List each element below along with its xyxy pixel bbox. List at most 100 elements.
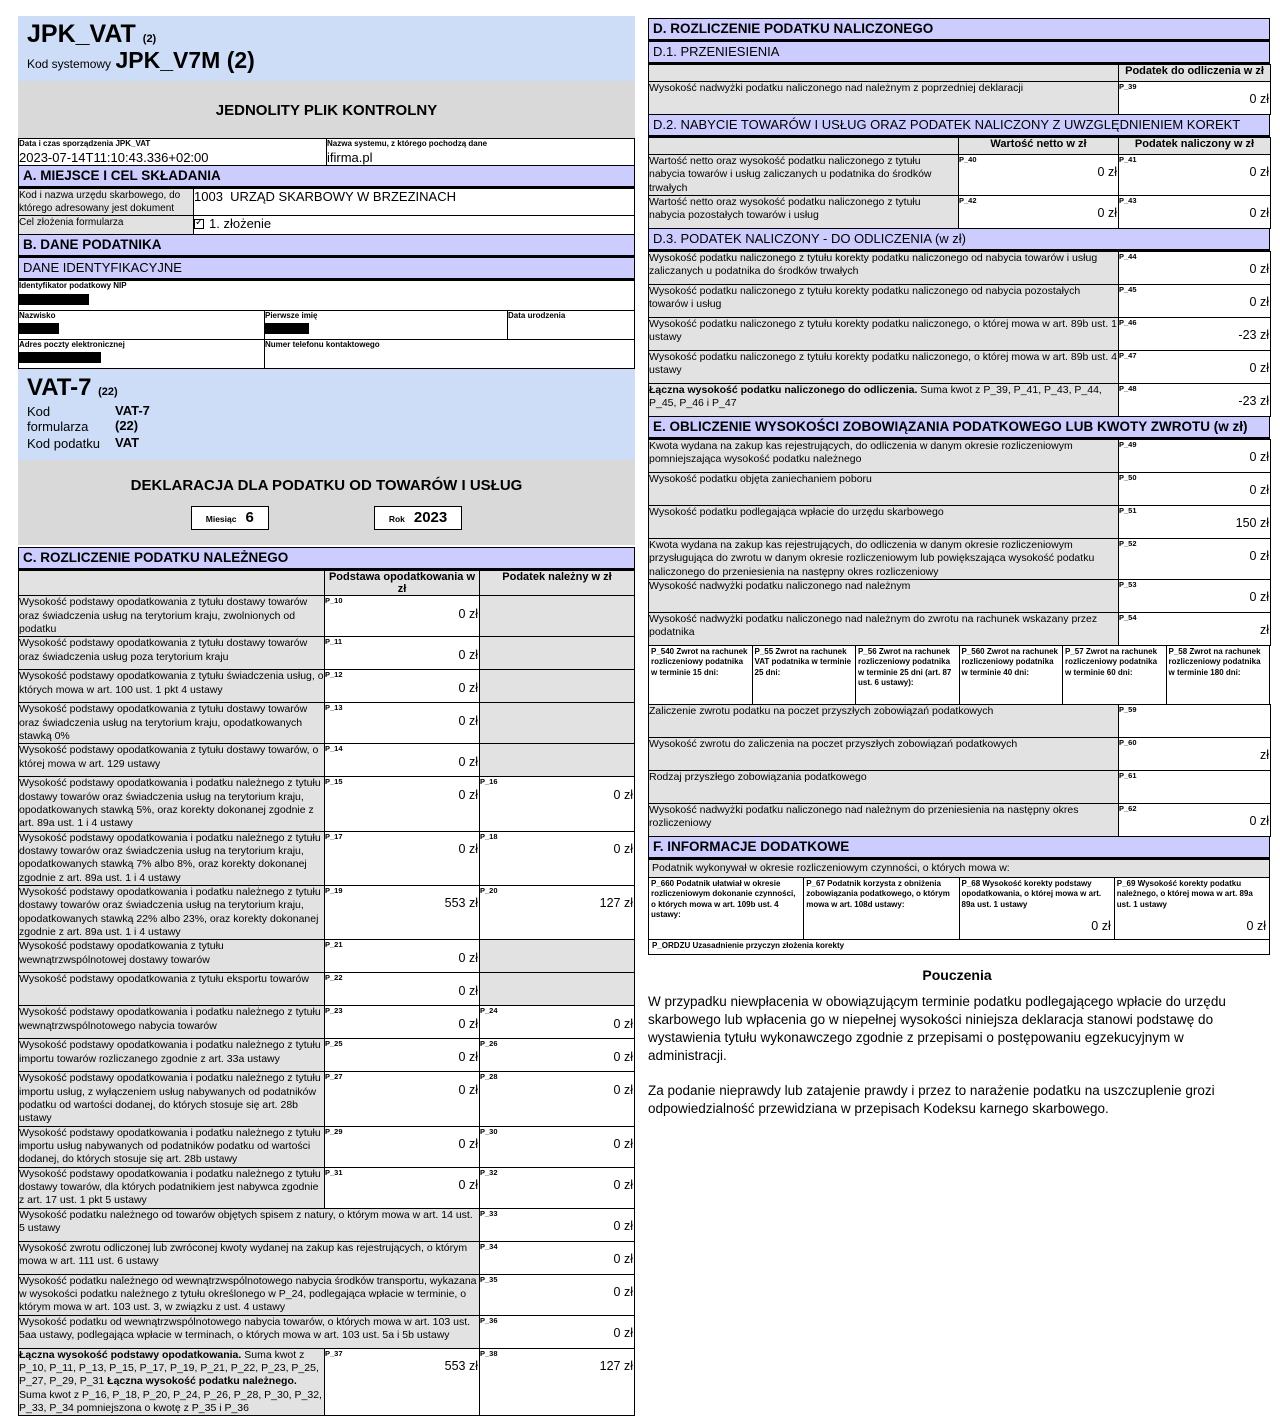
value-cell: P_37 553 zł: [324, 1347, 480, 1416]
value-cell: P_48 -23 zł: [1118, 382, 1271, 417]
vat7-title-text: VAT-7: [27, 374, 92, 402]
field-code: P_40: [959, 155, 977, 164]
value-cell: P_28 0 zł: [479, 1071, 635, 1127]
table-row: Kwota wydana na zakup kas rejestrujących…: [648, 537, 1271, 580]
value-cell: P_44 0 zł: [1118, 250, 1271, 285]
option-cell-content: P_540 Zwrot na rachunek rozliczeniowy po…: [651, 647, 750, 703]
surname-cell: Nazwisko: [18, 309, 265, 341]
jpk-header-block: JPK_VAT (2) Kod systemowy JPK_V7M (2): [18, 16, 635, 82]
field-code: P_16: [480, 777, 498, 787]
section-e-header: E. OBLICZENIE WYSOKOŚCI ZOBOWIĄZANIA POD…: [648, 415, 1270, 440]
field-value: 0 zł: [1091, 919, 1111, 934]
kod-systemowy-line: Kod systemowy JPK_V7M (2): [27, 47, 626, 74]
jpk-title: JPK_VAT (2): [27, 21, 626, 47]
table-row: Wysokość podatku objęta zaniechaniem pob…: [648, 471, 1271, 506]
field-value: 553 zł: [444, 896, 478, 911]
row-label: Wysokość podstawy opodatkowania z tytułu…: [18, 743, 325, 778]
value-cell: P_62 0 zł: [1118, 802, 1271, 837]
field-value: 0 zł: [613, 1177, 633, 1192]
column-header: Wartość netto w zł: [958, 137, 1119, 155]
field-value: 0 zł: [1249, 262, 1269, 277]
option-cell-content: P_56 Zwrot na rachunek rozliczeniowy pod…: [858, 647, 957, 703]
option-cell-content: P_68 Wysokość korekty podstawy opodatkow…: [962, 879, 1112, 935]
table-row: Wysokość podstawy opodatkowania i podatk…: [18, 830, 635, 887]
field-code: P_45: [1119, 284, 1137, 294]
field-value: zł: [1259, 748, 1269, 763]
field-code: P_34: [480, 1241, 498, 1251]
option-cell-content: P_660 Podatnik ułatwiał w okresie rozlic…: [651, 879, 801, 935]
table-row: Wysokość podatku naliczonego z tytułu ko…: [648, 250, 1271, 285]
field-value: 553 zł: [444, 1358, 478, 1373]
office-label: Kod i nazwa urzędu skarbowego, do któreg…: [18, 188, 194, 217]
table-row: Wysokość podatku naliczonego z tytułu ko…: [648, 283, 1271, 318]
field-code: P_12: [325, 670, 343, 680]
value-cell: P_19 553 zł: [324, 884, 480, 941]
table-row: Cel złożenia formularza 1. złożenie: [18, 215, 635, 236]
table-row: Wysokość podstawy opodatkowania z tytułu…: [18, 972, 635, 1007]
column-header-spacer: [648, 64, 1119, 82]
field-code: P_13: [325, 703, 343, 713]
row-label: Wysokość podstawy opodatkowania i podatk…: [18, 1166, 325, 1209]
left-column: JPK_VAT (2) Kod systemowy JPK_V7M (2) JE…: [17, 16, 636, 1416]
table-row: Wysokość podstawy opodatkowania i podatk…: [18, 1166, 635, 1209]
field-value: 0 zł: [458, 1049, 478, 1064]
field-value: 0 zł: [613, 1325, 633, 1340]
section-d-header: D. ROZLICZENIE PODATKU NALICZONEGO: [648, 18, 1270, 42]
value-cell: P_45 0 zł: [1118, 283, 1271, 318]
value-cell: P_31 0 zł: [324, 1166, 480, 1209]
section-d2-header: D.2. NABYCIE TOWARÓW I USŁUG ORAZ PODATE…: [648, 114, 1270, 138]
deklaracja-title: DEKLARACJA DLA PODATKU OD TOWARÓW I USŁU…: [130, 477, 523, 495]
value-cell: P_42 0 zł: [958, 194, 1119, 229]
section-c-table: Podstawa opodatkowania w zł Podatek należ…: [18, 570, 635, 1416]
value-cell: P_50 0 zł: [1118, 471, 1271, 506]
field-code: P_36: [480, 1315, 498, 1325]
table-row: P_660 Podatnik ułatwiał w okresie rozlic…: [647, 876, 1271, 940]
field-code: P_22: [325, 973, 343, 983]
value-cell: P_30 0 zł: [479, 1125, 635, 1168]
field-value: 0 zł: [613, 1137, 633, 1151]
disabled-cell: [479, 972, 635, 1007]
table-row: Wartość netto oraz wysokość podatku nali…: [648, 194, 1271, 229]
row-label: Wysokość podstawy opodatkowania i podatk…: [18, 776, 325, 832]
option-cell: P_55 Zwrot na rachunek VAT podatnika w t…: [751, 644, 856, 705]
field-code: P_31: [325, 1167, 343, 1177]
field-value: [1119, 714, 1270, 715]
field-value: 0 zł: [613, 1251, 633, 1266]
table-row: Wysokość nadwyżki podatku naliczonego na…: [648, 578, 1271, 613]
redacted-value: [19, 352, 101, 364]
column-header: Podatek naliczony w zł: [1118, 137, 1271, 155]
value-cell: P_33 0 zł: [479, 1207, 635, 1242]
system-label: Nazwa systemu, z którego pochodzą dane: [327, 139, 488, 149]
row-label: Wartość netto oraz wysokość podatku nali…: [648, 154, 959, 196]
email-label: Adres poczty elektronicznej: [19, 340, 125, 350]
table-row: Wysokość podatku od wewnątrzwspólnotoweg…: [18, 1314, 635, 1349]
pouczenia-paragraph: W przypadku niewpłacenia w obowiązującym…: [648, 993, 1226, 1063]
table-row: Wysokość podstawy opodatkowania z tytułu…: [18, 636, 635, 671]
field-code: P_10: [325, 596, 343, 606]
disabled-cell: [479, 743, 635, 778]
field-code: P_43: [1119, 195, 1137, 205]
option-cell-content: P_57 Zwrot na rachunek rozliczeniowy pod…: [1065, 647, 1164, 703]
field-code: P_28: [480, 1072, 498, 1082]
date-label: Data i czas sporządzenia JPK_VAT: [19, 139, 151, 149]
option-cell: P_56 Zwrot na rachunek rozliczeniowy pod…: [855, 644, 960, 705]
field-value: 0 zł: [458, 606, 478, 621]
option-cell: P_58 Zwrot na rachunek rozliczeniowy pod…: [1165, 644, 1270, 705]
disabled-cell: [479, 636, 635, 671]
value-cell: P_11 0 zł: [324, 636, 480, 671]
table-row: Nazwisko Pierwsze imię Data urodzenia: [18, 309, 636, 341]
value-cell: P_49 0 zł: [1118, 438, 1271, 473]
section-d3-header: D.3. PODATEK NALICZONY - DO ODLICZENIA (…: [648, 227, 1270, 252]
field-value: [651, 934, 801, 935]
row-label: Wysokość podatku naliczonego z tytułu ko…: [648, 316, 1119, 351]
field-value: 0 zł: [458, 950, 478, 965]
field-code: P_20: [480, 886, 498, 895]
table-row: Identyfikator podatkowy NIP: [17, 280, 636, 311]
field-code: P_38: [480, 1348, 498, 1358]
kod-formularza-line: Kod formularza VAT-7 (22): [27, 403, 626, 434]
field-value: 0 zł: [1249, 206, 1269, 221]
field-value: 127 zł: [599, 896, 633, 911]
value-cell: P_18 0 zł: [479, 830, 635, 887]
row-label: Wysokość nadwyżki podatku naliczonego na…: [648, 802, 1119, 837]
